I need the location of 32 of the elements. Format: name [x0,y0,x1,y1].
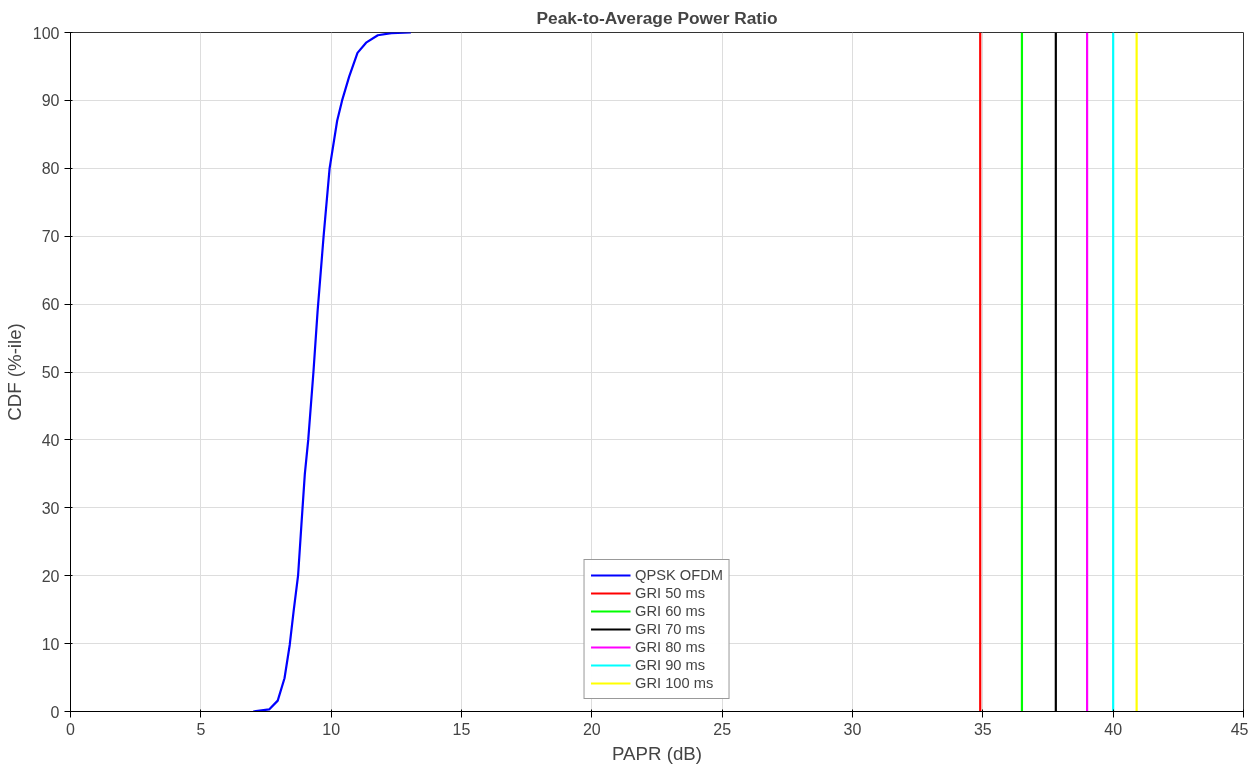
y-tick-label: 10 [41,635,60,653]
legend-label: GRI 90 ms [635,656,706,674]
legend-label: GRI 60 ms [635,602,706,620]
y-tick-label: 60 [41,296,60,314]
x-axis-title: PAPR (dB) [612,742,702,764]
x-tick-label: 5 [196,720,206,738]
x-tick-label: 35 [973,720,992,738]
y-tick-label: 30 [41,499,60,517]
y-tick-label: 90 [41,92,60,110]
y-axis-title: CDF (%-ile) [3,323,25,421]
x-tick-label: 20 [582,720,601,738]
x-tick-label: 25 [713,720,732,738]
chart-title: Peak-to-Average Power Ratio [536,7,778,28]
x-tick-label: 30 [843,720,862,738]
y-tick-label: 70 [41,228,60,246]
legend-label: GRI 70 ms [635,620,706,638]
x-tick-label: 10 [322,720,341,738]
y-tick-label: 40 [41,431,60,449]
legend-label: GRI 80 ms [635,638,706,656]
legend-label: GRI 100 ms [635,674,714,692]
y-tick-label: 100 [32,24,60,42]
legend-label: QPSK OFDM [635,566,723,584]
y-tick-label: 0 [50,703,60,721]
x-tick-label: 40 [1104,720,1123,738]
y-tick-label: 20 [41,567,60,585]
line-series [252,32,413,712]
x-tick-label: 0 [66,720,76,738]
x-tick-label: 15 [452,720,471,738]
y-tick-label: 80 [41,160,60,178]
y-tick-label: 50 [41,364,60,381]
legend-label: GRI 50 ms [635,584,706,602]
x-tick-label: 45 [1230,720,1248,738]
